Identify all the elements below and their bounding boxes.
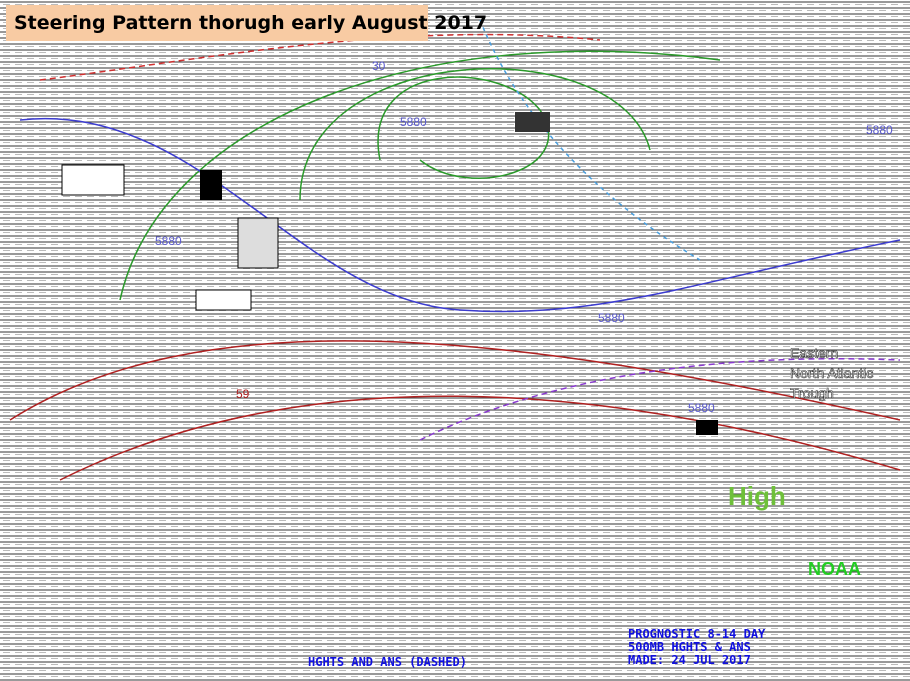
contour-label: 5880 (688, 401, 715, 415)
contour-label: 5880 (598, 311, 625, 325)
trough-label: North Atlantic (790, 365, 873, 381)
map: Steering Pattern thorugh early August 20… (0, 0, 910, 681)
footer-line: 500MB HGHTS & ANS (628, 640, 751, 654)
contour-label: 59 (236, 387, 250, 401)
contour-label: 5880 (155, 234, 182, 248)
high-label: High (728, 481, 786, 511)
contour-label: 30 (372, 59, 386, 73)
contour-label: 5880 (866, 123, 893, 137)
footer-line: PROGNOSTIC 8-14 DAY (628, 627, 766, 641)
agency-label: NOAA (808, 559, 861, 579)
trough-label: Eastern (790, 345, 838, 361)
map-background (0, 0, 910, 681)
footer-legend: HGHTS AND ANS (DASHED) (308, 655, 467, 669)
contour-label: 5880 (400, 115, 427, 129)
title: Steering Pattern thorugh early August 20… (14, 12, 487, 34)
footer-line: MADE: 24 JUL 2017 (628, 653, 751, 667)
trough-label: Trough (790, 385, 834, 401)
